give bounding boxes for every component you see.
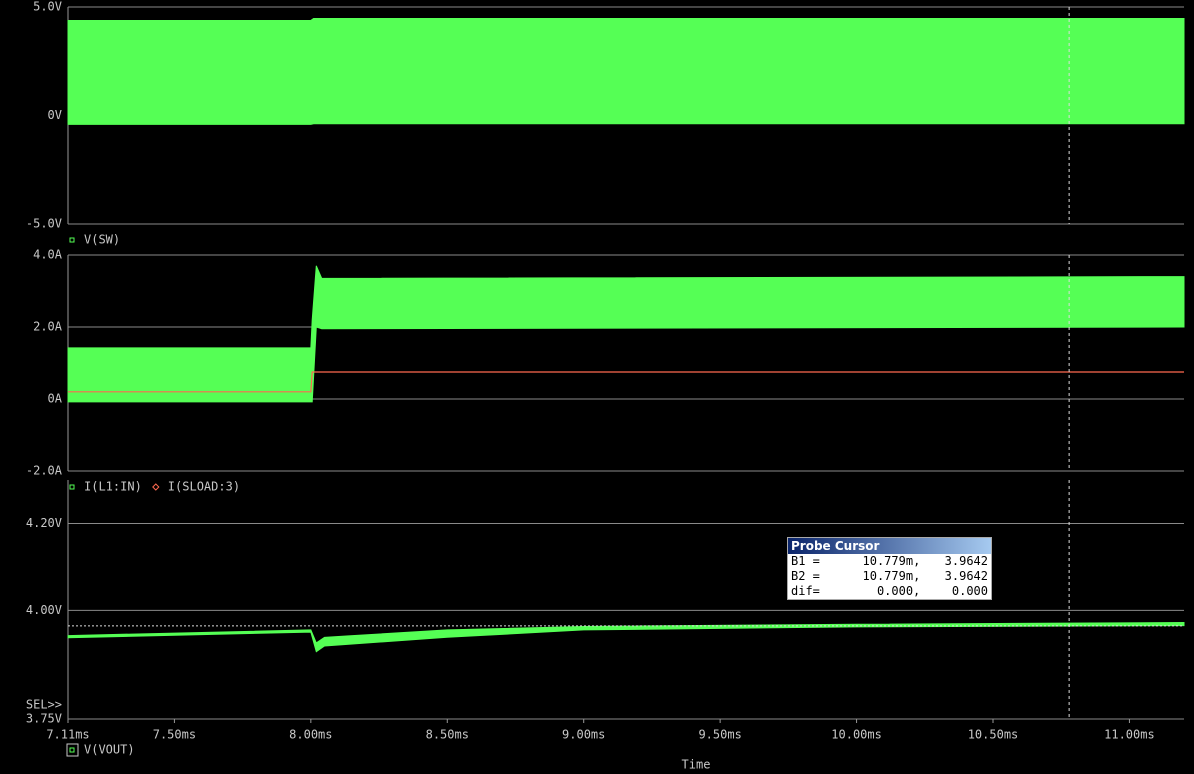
y-tick-label: 3.75V (26, 712, 62, 726)
legend-label: I(SLOAD:3) (168, 480, 240, 494)
probe-cell: 10.779m, (862, 554, 921, 568)
legend-frame (66, 743, 79, 757)
legend-label: I(L1:IN) (84, 480, 142, 494)
x-tick-label: 7.11ms (46, 728, 89, 742)
probe-cell: B2 = (791, 569, 820, 583)
band (67, 622, 1185, 653)
sel-label: SEL>> (26, 698, 62, 712)
legend-marker (69, 747, 75, 753)
legend-label: V(SW) (84, 233, 120, 247)
legend-marker (152, 483, 160, 491)
x-tick-label: 9.00ms (562, 728, 605, 742)
line (68, 371, 1184, 393)
y-tick-label: 4.0A (33, 248, 63, 262)
y-tick-label: 0A (48, 392, 63, 406)
probe-cursor: Probe Cursor B1 = 10.779m, 3.9642 B2 = 10.77… (787, 537, 992, 600)
x-tick-label: 10.50ms (968, 728, 1019, 742)
probe-table: B1 = 10.779m, 3.9642 B2 = 10.779m, 3.9642 dif=… (788, 554, 991, 599)
probe-cell: 0.000, (876, 584, 921, 598)
band (67, 265, 1185, 403)
x-tick-label: 7.50ms (153, 728, 196, 742)
probe-row: B1 = 10.779m, 3.9642 (788, 554, 991, 569)
probe-cell: 3.9642 (944, 569, 988, 583)
probe-cell: dif= (791, 584, 820, 598)
legend-marker (69, 237, 75, 243)
y-tick-label: 0V (48, 108, 62, 122)
x-tick-label: 8.50ms (426, 728, 469, 742)
probe-cell: 3.9642 (944, 554, 988, 568)
probe-row: dif= 0.000, 0.000 (788, 584, 991, 599)
y-tick-label: 4.20V (26, 516, 62, 530)
x-tick-label: 8.00ms (289, 728, 332, 742)
x-tick-label: 10.00ms (831, 728, 882, 742)
probe-cell: B1 = (791, 554, 820, 568)
legend-marker (69, 484, 75, 490)
probe-title: Probe Cursor (788, 538, 991, 554)
band (67, 18, 1185, 125)
x-axis-label: Time (682, 758, 711, 772)
probe-cell: 10.779m, (862, 569, 921, 583)
y-tick-label: -2.0A (26, 464, 63, 478)
y-tick-label: 4.00V (26, 603, 62, 617)
probe-cell: 0.000 (951, 584, 988, 598)
y-tick-label: 5.0V (33, 0, 62, 14)
probe-row: B2 = 10.779m, 3.9642 (788, 569, 991, 584)
x-tick-label: 11.00ms (1104, 728, 1155, 742)
y-tick-label: -5.0V (26, 217, 62, 231)
x-tick-label: 9.50ms (698, 728, 741, 742)
y-tick-label: 2.0A (33, 320, 63, 334)
legend-label: V(VOUT) (84, 743, 135, 757)
